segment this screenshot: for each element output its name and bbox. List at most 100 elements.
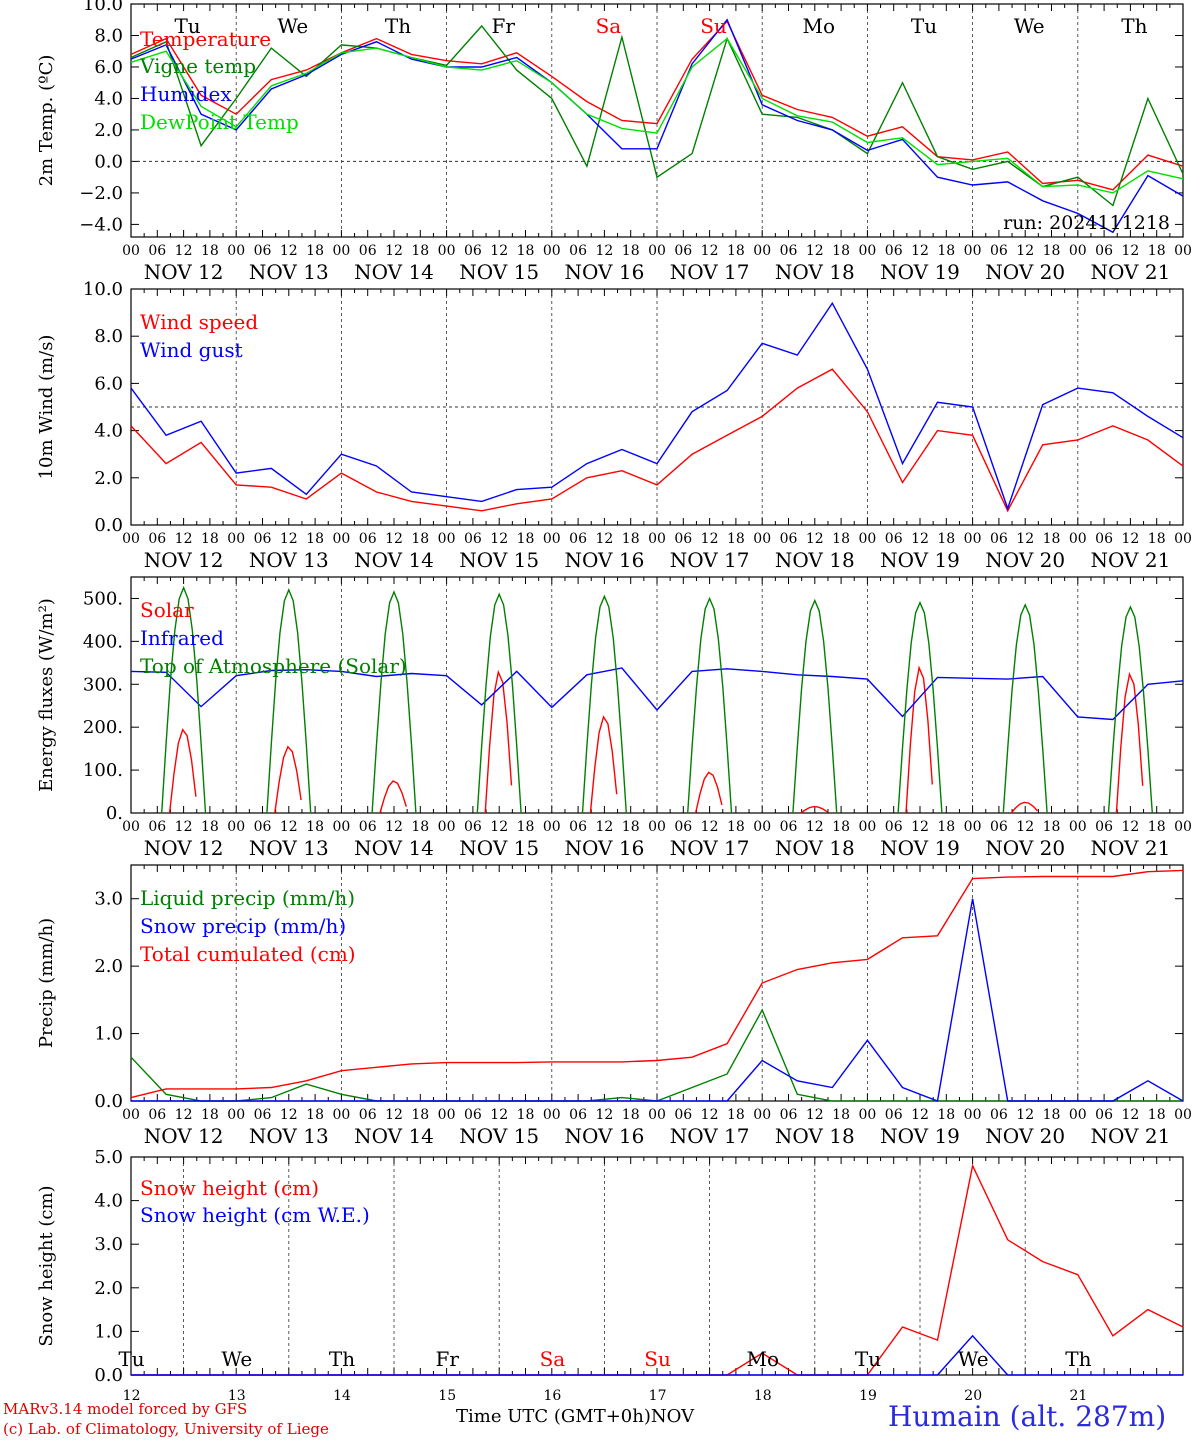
hour-tick-label: 12: [175, 1107, 193, 1123]
y-tick-label: 2.0: [94, 1278, 123, 1299]
hour-tick-label: 00: [332, 531, 350, 547]
day-number: 17: [649, 1388, 667, 1404]
day-label: NOV 15: [459, 836, 539, 860]
y-tick-label: 0.0: [94, 515, 123, 536]
hour-tick-label: 06: [990, 531, 1008, 547]
hour-tick-label: 12: [911, 243, 929, 259]
day-label: NOV 12: [144, 836, 224, 860]
day-label: NOV 16: [565, 548, 645, 572]
day-label: NOV 14: [354, 260, 434, 284]
day-label: NOV 19: [880, 260, 960, 284]
y-axis-title: Precip (mm/h): [36, 918, 57, 1048]
y-axis-title: Energy fluxes (W/m²): [36, 598, 57, 792]
hour-tick-label: 00: [332, 819, 350, 835]
x-axis-title: Time UTC (GMT+0h)NOV: [456, 1406, 694, 1427]
hour-tick-label: 06: [148, 531, 166, 547]
weekday-label: Mo: [747, 1347, 780, 1371]
hour-tick-label: 06: [1095, 531, 1113, 547]
y-axis-title: 10m Wind (m/s): [36, 335, 57, 480]
hour-tick-label: 12: [1016, 531, 1034, 547]
label-toa-solar: Top of Atmosphere (Solar): [140, 654, 407, 678]
day-label: NOV 18: [775, 836, 855, 860]
day-number: 12: [123, 1388, 141, 1404]
day-label: NOV 16: [565, 1124, 645, 1148]
day-label: NOV 19: [880, 1124, 960, 1148]
y-tick-label: −4.0: [79, 214, 123, 235]
hour-tick-label: 12: [911, 531, 929, 547]
hour-tick-label: 12: [280, 819, 298, 835]
hour-tick-label: 12: [595, 1107, 613, 1123]
hour-tick-label: 12: [911, 819, 929, 835]
day-label: NOV 14: [354, 548, 434, 572]
y-tick-label: 4.0: [94, 88, 123, 109]
hour-tick-label: 06: [254, 819, 272, 835]
label-snow-height-we: Snow height (cm W.E.): [140, 1203, 370, 1227]
hour-tick-label: 00: [753, 1107, 771, 1123]
x-axis-title-text: Time UTC (GMT+0h): [456, 1406, 651, 1427]
hour-tick-label: 06: [780, 243, 798, 259]
station-label: Humain (alt. 287m): [888, 1400, 1167, 1433]
series-line: [131, 898, 1184, 1102]
weekday-label: Tu: [118, 1347, 144, 1371]
series-line: [130, 18, 1184, 234]
hour-tick-label: 00: [753, 819, 771, 835]
hour-tick-label: 00: [543, 531, 561, 547]
hour-tick-label: 12: [806, 531, 824, 547]
weekday-label: Th: [385, 14, 411, 38]
weekday-label: Su: [644, 1347, 671, 1371]
series-line: [130, 368, 1184, 513]
series-line: [161, 585, 1153, 814]
hour-tick-label: 12: [175, 243, 193, 259]
y-axis-title: Snow height (cm): [36, 1185, 57, 1346]
hour-tick-label: 12: [701, 531, 719, 547]
hour-tick-label: 06: [780, 819, 798, 835]
hour-tick-label: 00: [1069, 1107, 1087, 1123]
hour-tick-label: 00: [858, 531, 876, 547]
weekday-label: We: [221, 1347, 252, 1371]
hour-tick-label: 18: [517, 531, 535, 547]
y-tick-label: 200.: [83, 717, 123, 738]
hour-tick-label: 00: [1069, 531, 1087, 547]
hour-tick-label: 18: [306, 819, 324, 835]
day-label: NOV 13: [249, 1124, 329, 1148]
y-tick-label: 1.0: [94, 1024, 123, 1045]
series-line: [130, 24, 1184, 207]
hour-tick-label: 06: [885, 531, 903, 547]
hour-tick-label: 18: [306, 1107, 324, 1123]
series-line: [131, 1334, 1183, 1376]
day-label: NOV 20: [985, 260, 1065, 284]
y-tick-label: 0.0: [94, 151, 123, 172]
hour-tick-label: 00: [753, 531, 771, 547]
y-tick-label: 4.0: [94, 421, 123, 442]
hour-tick-label: 06: [990, 819, 1008, 835]
hour-tick-label: 00: [648, 1107, 666, 1123]
hour-tick-label: 12: [806, 819, 824, 835]
hour-tick-label: 00: [332, 1107, 350, 1123]
y-tick-label: 8.0: [94, 326, 123, 347]
hour-tick-label: 06: [359, 1107, 377, 1123]
hour-tick-label: 12: [490, 1107, 508, 1123]
hour-tick-label: 06: [254, 1107, 272, 1123]
weekday-label: We: [1014, 14, 1045, 38]
hour-tick-label: 18: [201, 243, 219, 259]
hour-tick-label: 12: [1121, 531, 1139, 547]
hour-tick-label: 06: [780, 1107, 798, 1123]
hour-tick-label: 12: [595, 243, 613, 259]
hour-tick-label: 06: [464, 531, 482, 547]
hour-tick-label: 12: [385, 1107, 403, 1123]
hour-tick-label: 18: [201, 819, 219, 835]
weekday-label: We: [277, 14, 308, 38]
hour-tick-label: 12: [701, 243, 719, 259]
hour-tick-label: 18: [832, 819, 850, 835]
day-number: 19: [859, 1388, 877, 1404]
hour-tick-label: 12: [806, 1107, 824, 1123]
day-label: NOV 12: [144, 548, 224, 572]
series-line: [168, 665, 1144, 814]
hour-tick-label: 18: [1148, 243, 1166, 259]
weekday-label: Fr: [491, 14, 515, 38]
hour-tick-label: 18: [937, 1107, 955, 1123]
day-label: NOV 15: [459, 1124, 539, 1148]
hour-tick-label: 12: [701, 819, 719, 835]
y-tick-label: 400.: [83, 631, 123, 652]
hour-tick-label: 06: [569, 819, 587, 835]
